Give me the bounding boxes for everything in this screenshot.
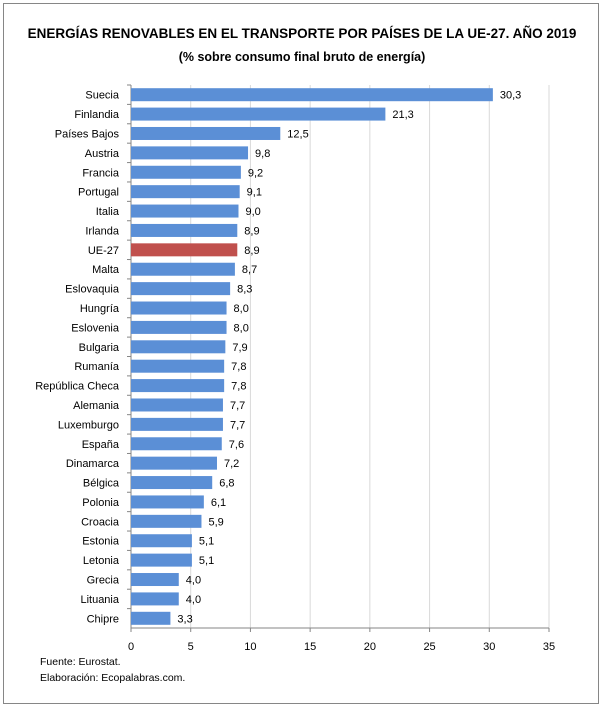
bar-malta <box>131 262 235 276</box>
bar-croacia <box>131 514 202 528</box>
data-label: 7,2 <box>224 458 239 470</box>
data-label: 7,8 <box>231 361 246 373</box>
category-label: Letonia <box>83 555 120 567</box>
bar-finlandia <box>131 107 386 121</box>
data-label: 9,0 <box>245 206 260 218</box>
bar-bulgaria <box>131 340 226 354</box>
bar-irlanda <box>131 223 238 237</box>
x-tick-label: 0 <box>128 641 134 653</box>
x-tick-label: 15 <box>304 641 316 653</box>
category-label: República Checa <box>35 381 120 393</box>
data-label: 5,1 <box>199 555 214 567</box>
x-tick-label: 30 <box>483 641 495 653</box>
category-label: Malta <box>92 264 120 276</box>
data-label: 9,1 <box>247 187 262 199</box>
bar-eslovenia <box>131 320 227 334</box>
bar-polonia <box>131 495 204 509</box>
data-label: 8,0 <box>234 303 249 315</box>
bar-luxemburgo <box>131 417 223 431</box>
category-label: Austria <box>85 148 120 160</box>
category-label: Países Bajos <box>55 128 120 140</box>
category-label: España <box>82 439 120 451</box>
data-label: 5,9 <box>208 516 223 528</box>
x-tick-label: 35 <box>543 641 555 653</box>
data-label: 8,3 <box>237 284 252 296</box>
data-label: 7,6 <box>229 439 244 451</box>
bar-italia <box>131 204 239 218</box>
bar-bélgica <box>131 476 213 490</box>
chart-heading: ENERGÍAS RENOVABLES EN EL TRANSPORTE POR… <box>4 26 600 65</box>
bar-alemania <box>131 398 223 412</box>
data-label: 8,9 <box>244 225 259 237</box>
data-label: 7,9 <box>232 342 247 354</box>
category-label: Finlandia <box>74 109 120 121</box>
data-label: 8,9 <box>244 245 259 257</box>
category-label: Alemania <box>73 400 120 412</box>
footer-credit: Elaboración: Ecopalabras.com. <box>40 672 186 684</box>
category-label: Portugal <box>78 187 119 199</box>
category-label: Luxemburgo <box>58 419 119 431</box>
category-label: Chipre <box>87 613 119 625</box>
category-label: UE-27 <box>88 245 119 257</box>
bar-países-bajos <box>131 126 281 140</box>
category-label: Rumanía <box>74 361 120 373</box>
data-label: 7,7 <box>230 419 245 431</box>
x-tick-label: 20 <box>364 641 376 653</box>
bar-república-checa <box>131 379 225 393</box>
bar-rumanía <box>131 359 225 373</box>
bar-dinamarca <box>131 456 217 470</box>
data-label: 4,0 <box>186 575 201 587</box>
data-label: 5,1 <box>199 536 214 548</box>
category-label: Dinamarca <box>66 458 120 470</box>
data-label: 9,8 <box>255 148 270 160</box>
data-label: 6,8 <box>219 478 234 490</box>
category-label: Eslovaquia <box>65 284 120 296</box>
bar-chipre <box>131 611 171 625</box>
category-label: Francia <box>82 167 120 179</box>
data-label: 12,5 <box>287 128 308 140</box>
x-tick-label: 25 <box>423 641 435 653</box>
chart-subtitle: (% sobre consumo final bruto de energía) <box>178 50 426 64</box>
bar-austria <box>131 146 249 160</box>
category-label: Italia <box>96 206 120 218</box>
bar-portugal <box>131 185 240 199</box>
category-label: Bulgaria <box>79 342 120 354</box>
data-label: 7,8 <box>231 381 246 393</box>
category-label: Eslovenia <box>71 322 120 334</box>
x-tick-label: 5 <box>188 641 194 653</box>
category-label: Suecia <box>85 90 120 102</box>
category-label: Estonia <box>82 536 120 548</box>
category-label: Hungría <box>80 303 120 315</box>
data-label: 3,3 <box>177 613 192 625</box>
data-label: 6,1 <box>211 497 226 509</box>
bar-lituania <box>131 592 179 606</box>
data-label: 21,3 <box>392 109 413 121</box>
data-label: 7,7 <box>230 400 245 412</box>
bar-suecia <box>131 88 493 102</box>
data-label: 8,7 <box>242 264 257 276</box>
chart-frame <box>3 3 599 704</box>
data-label: 8,0 <box>234 322 249 334</box>
chart-title: ENERGÍAS RENOVABLES EN EL TRANSPORTE POR… <box>27 26 577 41</box>
x-tick-label: 10 <box>244 641 256 653</box>
data-label: 4,0 <box>186 594 201 606</box>
bar-eslovaquia <box>131 282 231 296</box>
bar-hungría <box>131 301 227 315</box>
category-label: Lituania <box>80 594 119 606</box>
bar-españa <box>131 437 222 451</box>
data-label: 30,3 <box>500 90 521 102</box>
category-label: Bélgica <box>83 478 120 490</box>
category-label: Grecia <box>87 575 120 587</box>
bar-grecia <box>131 573 179 587</box>
bar-letonia <box>131 553 192 567</box>
category-label: Irlanda <box>85 225 120 237</box>
category-label: Croacia <box>81 516 120 528</box>
bar-francia <box>131 165 241 179</box>
bar-ue-27 <box>131 243 238 257</box>
bar-estonia <box>131 534 192 548</box>
data-label: 9,2 <box>248 167 263 179</box>
footer-source: Fuente: Eurostat. <box>40 656 121 668</box>
category-label: Polonia <box>82 497 120 509</box>
